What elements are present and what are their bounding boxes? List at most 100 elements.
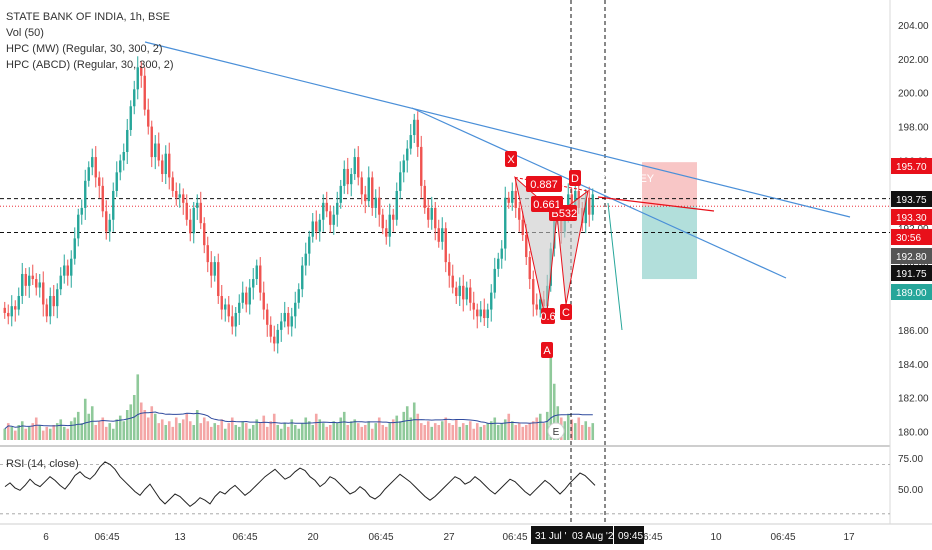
volume-bar [503, 419, 507, 440]
candle-body [199, 202, 202, 224]
volume-bar [111, 428, 115, 440]
volume-bar [297, 428, 301, 440]
volume-bar [188, 421, 192, 440]
volume-bar [395, 415, 399, 440]
projection-line [597, 196, 715, 212]
volume-bar [213, 423, 217, 440]
volume-bar [430, 426, 434, 440]
candle-body [469, 287, 472, 303]
candle-body [3, 307, 6, 313]
candle-body [420, 146, 423, 186]
pattern-point-a [541, 342, 553, 358]
symbol-legend[interactable]: STATE BANK OF INDIA, 1h, BSE [6, 11, 171, 23]
volume-bar [458, 426, 462, 440]
volume-bar [486, 423, 490, 440]
price-axis-label: 182.00 [898, 394, 929, 405]
candle-body [353, 157, 356, 175]
volume-bar [510, 421, 514, 440]
candle-body [514, 190, 517, 208]
volume-bar [290, 419, 294, 440]
candle-body [504, 197, 507, 249]
volume-bar [31, 423, 35, 440]
candle-body [441, 228, 444, 242]
volume-bar [332, 421, 336, 440]
candle-body [98, 177, 101, 186]
time-axis-label: 6 [43, 532, 49, 543]
volume-bar [34, 417, 38, 440]
volume-bar [10, 426, 14, 440]
volume-bar [283, 423, 287, 440]
candle-body [273, 336, 276, 344]
volume-bar [94, 425, 98, 440]
candle-body [360, 177, 363, 195]
candle-body [14, 306, 17, 310]
time-axis-label: 06:45 [637, 532, 662, 543]
rsi-axis-label: 50.00 [898, 485, 923, 496]
rsi-legend[interactable]: RSI (14, close) [6, 458, 79, 470]
pattern-point-label: C [562, 307, 570, 319]
candle-body [213, 262, 216, 276]
volume-bar [101, 417, 105, 440]
rsi-line [4, 461, 596, 508]
candle-body [493, 268, 496, 293]
volume-bar [286, 426, 290, 440]
candle-body [472, 302, 475, 310]
volume-legend[interactable]: Vol (50) [6, 27, 44, 39]
volume-bar [318, 419, 322, 440]
volume-bar [66, 428, 70, 440]
volume-bar [167, 421, 171, 440]
volume-bar [514, 425, 518, 440]
volume-bar [171, 426, 175, 440]
hpc-abcd-legend[interactable]: HPC (ABCD) (Regular, 30, 300, 2) [6, 59, 174, 71]
candle-body [301, 265, 304, 290]
pattern-point-label: A [543, 345, 551, 357]
volume-bar [335, 423, 339, 440]
volume-bar [230, 417, 234, 440]
time-axis-label: 06:45 [94, 532, 119, 543]
volume-bar [444, 417, 448, 440]
candle-body [241, 292, 244, 303]
candle-body [182, 194, 185, 203]
candle-body [395, 190, 398, 220]
pattern-point-label: X [507, 154, 515, 166]
candle-body [434, 207, 437, 229]
candle-body [259, 265, 262, 293]
candle-body [63, 265, 66, 276]
candle-body [31, 275, 34, 280]
volume-bar [272, 413, 276, 440]
volume-bar [153, 413, 157, 440]
volume-bar [367, 421, 371, 440]
volume-bar [349, 421, 353, 440]
trendline-lower [411, 107, 787, 279]
volume-bar [321, 423, 325, 440]
crosshair-time-label: 31 Jul ' [535, 531, 566, 542]
volume-bar [62, 426, 66, 440]
candle-body [588, 197, 591, 215]
candle-body [35, 279, 38, 288]
candle-body [157, 143, 160, 161]
candle-body [224, 304, 227, 310]
candle-body [276, 329, 279, 344]
volume-bar [192, 425, 196, 440]
candle-body [437, 228, 440, 242]
candle-body [343, 168, 346, 186]
volume-bar [339, 417, 343, 440]
pattern-point-label: B [551, 208, 558, 220]
volume-bar [542, 423, 546, 440]
candle-body [325, 202, 328, 212]
hpc-mw-legend[interactable]: HPC (MW) (Regular, 30, 300, 2) [6, 43, 163, 55]
candle-body [574, 190, 577, 208]
candle-body [220, 296, 223, 310]
candle-body [203, 223, 206, 246]
candle-body [84, 180, 87, 208]
volume-bar [493, 417, 497, 440]
volume-bar [454, 419, 458, 440]
candle-body [252, 279, 255, 288]
volume-bar [262, 415, 266, 440]
crosshair-time-label: 03 Aug '20 [572, 531, 619, 542]
volume-bar [181, 419, 185, 440]
volume-bar [17, 425, 21, 440]
volume-bar [591, 423, 595, 440]
volume-bar [241, 421, 245, 440]
